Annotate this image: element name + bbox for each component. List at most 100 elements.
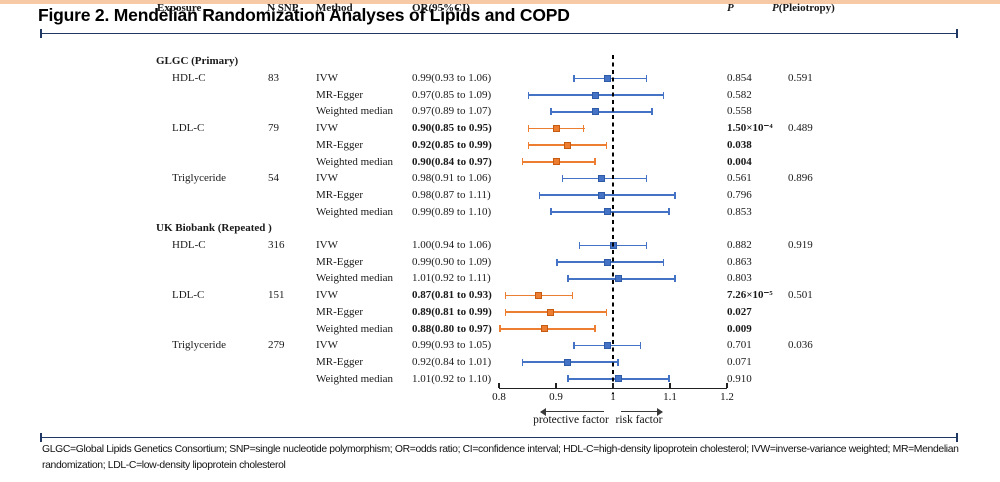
p-value: 0.004 <box>727 155 752 168</box>
p-value: 0.910 <box>727 372 752 385</box>
column-header-n-snp: N SNP <box>267 2 299 14</box>
ci-cap-left <box>527 141 530 149</box>
or-ci-value: 0.97(0.89 to 1.07) <box>412 105 492 118</box>
ci-cap-left <box>504 308 507 316</box>
or-ci-value: 0.99(0.89 to 1.10) <box>412 205 492 218</box>
group-label: GLGC (Primary) <box>156 55 239 68</box>
method-label: IVW <box>316 172 338 185</box>
exposure-label: Triglyceride <box>172 339 226 352</box>
ci-cap-right <box>674 191 676 199</box>
or-point-marker <box>603 208 611 216</box>
p-value: 0.009 <box>727 322 752 335</box>
p-value: 0.796 <box>727 188 752 201</box>
or-ci-value: 1.01(0.92 to 1.11) <box>412 272 491 285</box>
exposure-label: HDL-C <box>172 72 206 85</box>
method-label: Weighted median <box>316 155 394 168</box>
or-ci-value: 0.90(0.85 to 0.95) <box>412 122 492 135</box>
method-label: IVW <box>316 72 338 85</box>
ci-cap-left <box>550 108 552 116</box>
or-ci-value: 0.97(0.85 to 1.09) <box>412 88 492 101</box>
column-header-exposure: Exposure <box>157 2 202 14</box>
n-snp-value: 54 <box>268 172 279 185</box>
forest-row: Triglyceride 279 IVW 0.99(0.93 to 1.05) 0.70… <box>0 337 1000 354</box>
or-ci-value: 0.99(0.93 to 1.05) <box>412 339 492 352</box>
method-label: MR-Egger <box>316 138 364 151</box>
ci-cap-right <box>639 342 642 350</box>
x-axis-tick <box>669 383 671 388</box>
ci-cap-right <box>605 308 608 316</box>
exposure-label: LDL-C <box>172 289 205 302</box>
footnote: GLGC=Global Lipids Genetics Consortium; … <box>42 442 972 474</box>
method-label: Weighted median <box>316 322 394 335</box>
p-value: 0.701 <box>727 339 752 352</box>
ci-cap-left <box>567 375 569 383</box>
n-snp-value: 83 <box>268 72 279 85</box>
ci-cap-left <box>556 258 558 266</box>
p-value: 0.561 <box>727 172 752 185</box>
x-axis-tick-label: 0.9 <box>549 391 563 403</box>
p-value: 0.854 <box>727 72 752 85</box>
method-label: MR-Egger <box>316 88 364 101</box>
ci-cap-right <box>668 208 670 216</box>
ci-cap-right <box>645 241 648 249</box>
forest-row: Triglyceride 54 IVW 0.98(0.91 to 1.06) 0.561… <box>0 170 1000 187</box>
ci-cap-right <box>662 258 665 266</box>
or-point-marker <box>563 358 571 366</box>
or-point-marker <box>592 108 600 116</box>
or-ci-value: 0.98(0.87 to 1.11) <box>412 188 491 201</box>
method-label: Weighted median <box>316 205 394 218</box>
p-value: 7.26×10⁻⁵ <box>727 289 773 302</box>
ci-cap-right <box>651 108 653 116</box>
x-axis-tick-label: 1.2 <box>720 391 734 403</box>
ci-cap-left <box>538 191 541 199</box>
forest-row: MR-Egger 0.92(0.85 to 0.99) 0.038 <box>0 137 1000 154</box>
group-row: UK Biobank (Repeated ) <box>0 220 1000 237</box>
forest-row: MR-Egger 0.89(0.81 to 0.99) 0.027 <box>0 304 1000 321</box>
forest-row: Weighted median 1.01(0.92 to 1.11) 0.803 <box>0 270 1000 287</box>
column-header-row: Exposure N SNP Method OR(95%CI) P P(Plei… <box>0 0 1000 17</box>
or-point-marker <box>592 91 600 99</box>
ci-line <box>550 110 653 113</box>
forest-row: MR-Egger 0.97(0.85 to 1.09) 0.582 <box>0 87 1000 104</box>
ci-line <box>538 194 676 197</box>
or-point-marker <box>541 325 549 333</box>
or-point-marker <box>552 158 560 166</box>
n-snp-value: 279 <box>268 339 285 352</box>
ci-cap-right <box>645 74 648 82</box>
top-accent-bar <box>0 0 1000 4</box>
p-pleiotropy-value: 0.591 <box>788 72 813 85</box>
method-label: IVW <box>316 289 338 302</box>
p-pleiotropy-value: 0.036 <box>788 339 813 352</box>
x-axis-tick <box>612 383 614 388</box>
p-value: 1.50×10⁻⁴ <box>727 122 773 135</box>
ci-cap-right <box>594 325 596 333</box>
or-point-marker <box>615 275 623 283</box>
or-ci-value: 0.90(0.84 to 0.97) <box>412 155 492 168</box>
risk-arrow-icon <box>621 406 663 417</box>
ci-cap-left <box>527 91 530 99</box>
or-point-marker <box>603 74 611 82</box>
reference-line <box>612 55 614 394</box>
risk-factor-label: risk factor <box>615 413 663 426</box>
or-ci-value: 1.01(0.92 to 1.10) <box>412 372 492 385</box>
or-ci-value: 0.98(0.91 to 1.06) <box>412 172 492 185</box>
footnote-line-2: randomization; LDL-C=low-density lipopro… <box>42 460 286 471</box>
forest-row: MR-Egger 0.99(0.90 to 1.09) 0.863 <box>0 254 1000 271</box>
forest-row: LDL-C 79 IVW 0.90(0.85 to 0.95) 1.50×10⁻⁴ 0.4… <box>0 120 1000 137</box>
forest-row: Weighted median 0.99(0.89 to 1.10) 0.853 <box>0 204 1000 221</box>
or-ci-value: 0.99(0.90 to 1.09) <box>412 255 492 268</box>
figure-title: Figure 2. Mendelian Randomization Analys… <box>38 5 570 25</box>
ci-cap-right <box>662 91 665 99</box>
or-ci-value: 1.00(0.94 to 1.06) <box>412 239 492 252</box>
p-value: 0.558 <box>727 105 752 118</box>
ci-cap-left <box>504 291 507 299</box>
ci-cap-right <box>645 175 648 183</box>
or-point-marker <box>535 291 543 299</box>
n-snp-value: 79 <box>268 122 279 135</box>
column-header-method: Method <box>316 2 353 14</box>
ci-cap-left <box>561 175 564 183</box>
forest-row: Weighted median 0.90(0.84 to 0.97) 0.004 <box>0 154 1000 171</box>
method-label: MR-Egger <box>316 355 364 368</box>
ci-cap-right <box>617 358 619 366</box>
or-point-marker <box>598 191 606 199</box>
